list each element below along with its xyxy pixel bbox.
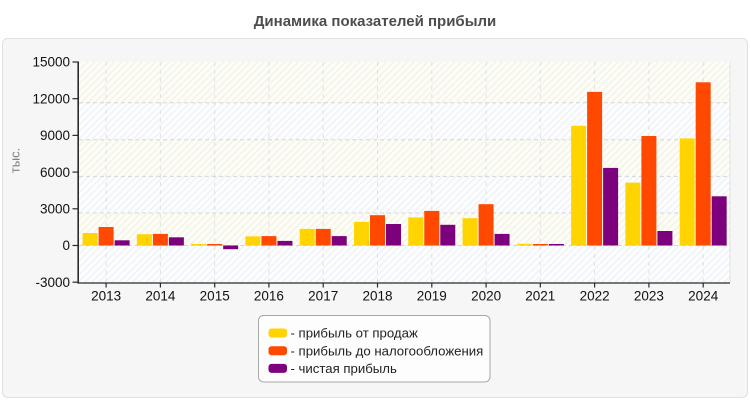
svg-text:2022: 2022 (580, 289, 610, 304)
svg-text:Динамика показателей прибыли: Динамика показателей прибыли (254, 13, 497, 30)
svg-text:-3000: -3000 (35, 275, 70, 290)
svg-text:2017: 2017 (308, 289, 338, 304)
svg-text:тыс.: тыс. (8, 148, 23, 173)
svg-text:2015: 2015 (200, 289, 230, 304)
svg-text:15000: 15000 (32, 55, 70, 70)
svg-text:2024: 2024 (688, 289, 719, 304)
svg-text:2018: 2018 (362, 289, 392, 304)
svg-text:2020: 2020 (471, 289, 501, 304)
svg-text:2014: 2014 (145, 289, 176, 304)
svg-text:2016: 2016 (254, 289, 284, 304)
svg-text:2019: 2019 (417, 289, 447, 304)
svg-text:9000: 9000 (40, 128, 70, 143)
svg-text:12000: 12000 (32, 91, 70, 106)
svg-text:6000: 6000 (40, 165, 70, 180)
svg-text:3000: 3000 (40, 202, 70, 217)
svg-text:2023: 2023 (634, 289, 664, 304)
svg-text:- прибыль до налогообложения: - прибыль до налогообложения (291, 343, 484, 358)
svg-text:0: 0 (62, 238, 70, 253)
svg-text:2021: 2021 (525, 289, 555, 304)
svg-text:- прибыль от продаж: - прибыль от продаж (291, 326, 418, 341)
svg-text:2013: 2013 (91, 289, 121, 304)
svg-text:- чистая прибыль: - чистая прибыль (291, 361, 397, 376)
